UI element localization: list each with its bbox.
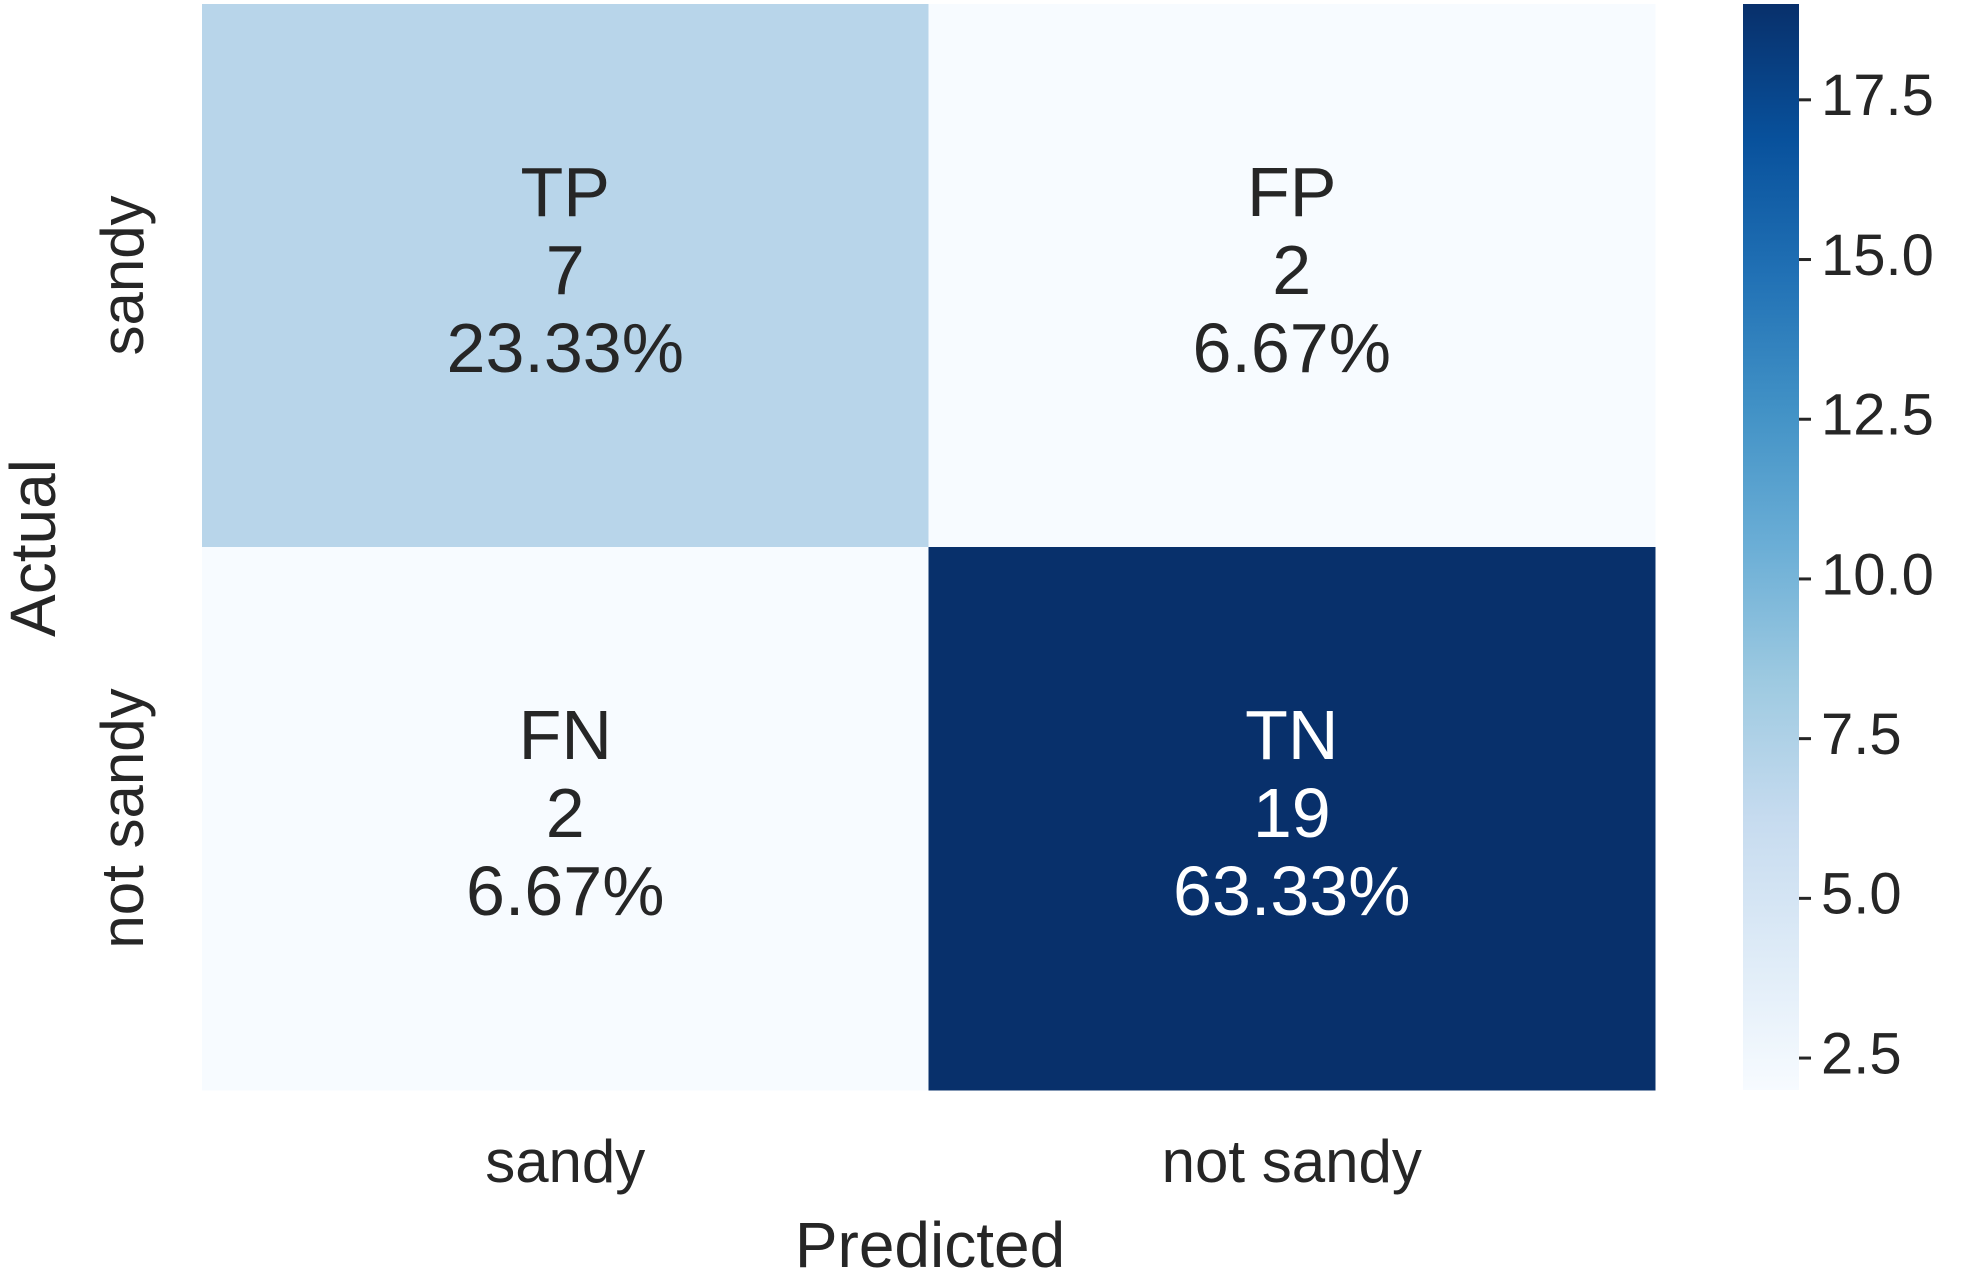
cell-label: FN [519,696,612,774]
cell-label: FP [1247,153,1336,231]
x-tick-label: sandy [485,1128,645,1195]
cell-value: 2 [546,774,585,852]
colorbar-tick-label: 7.5 [1821,702,1902,767]
y-tick-label: not sandy [89,688,156,948]
cell-percent: 6.67% [1193,309,1391,387]
heatmap-cell [202,4,929,548]
colorbar-tick-label: 10.0 [1821,542,1934,607]
cell-value: 19 [1253,774,1331,852]
cell-label: TP [521,153,610,231]
cell-percent: 23.33% [447,309,684,387]
y-tick-label: sandy [89,195,156,355]
x-tick-label: not sandy [1162,1128,1422,1195]
heatmap-cell [928,547,1656,1091]
colorbar-tick-label: 12.5 [1821,383,1934,448]
x-axis-label: Predicted [795,1209,1065,1279]
cell-label: TN [1245,696,1338,774]
heatmap-cell [928,4,1656,548]
colorbar-tick-label: 15.0 [1821,223,1934,288]
cell-value: 2 [1272,231,1311,309]
cell-percent: 63.33% [1173,852,1410,930]
heatmap-cell [202,547,929,1091]
colorbar-tick-label: 5.0 [1821,862,1902,927]
colorbar-tick-label: 17.5 [1821,63,1934,128]
colorbar-tick-label: 2.5 [1821,1021,1902,1086]
cell-percent: 6.67% [466,852,664,930]
cell-value: 7 [546,231,585,309]
colorbar [1743,4,1799,1090]
y-axis-label: Actual [0,459,69,637]
